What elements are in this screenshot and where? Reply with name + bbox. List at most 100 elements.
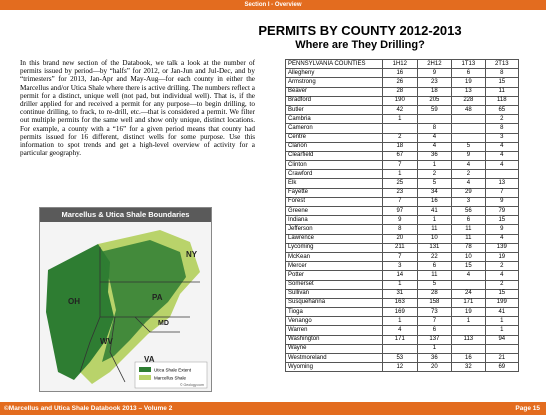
permit-count-cell: 4 [451, 160, 486, 171]
permit-count-cell: 16 [416, 196, 453, 208]
table-row: Bradford 190 205 228 118 [285, 95, 520, 106]
permit-count-cell [451, 123, 486, 134]
permit-count-cell: 158 [416, 297, 453, 309]
permit-count-cell: 94 [484, 334, 520, 345]
table-row: Cameron 8 8 [285, 123, 520, 134]
table-row: McKean 7 22 10 19 [285, 251, 520, 263]
column-header: 1H12 [382, 58, 418, 70]
intro-paragraph: In this brand new section of the Databoo… [20, 59, 255, 158]
permit-count-cell: 23 [416, 77, 453, 88]
permit-count-cell: 14 [382, 270, 418, 281]
table-row: Centre 2 4 3 [285, 132, 520, 143]
table-row: Mercer 3 6 15 2 [285, 261, 520, 272]
permit-count-cell: 78 [451, 242, 486, 253]
table-row: Jefferson 8 11 11 9 [285, 224, 520, 235]
map-credit: © Geology.com [180, 383, 204, 387]
permit-count-cell: 67 [382, 150, 418, 162]
permit-count-cell: 10 [416, 233, 453, 244]
county-name-cell: Sullivan [285, 288, 383, 299]
permit-count-cell: 9 [382, 215, 418, 226]
table-row: Venango 1 7 1 1 [285, 316, 520, 327]
permit-count-cell: 4 [416, 141, 453, 152]
county-name-cell: Allegheny [285, 68, 383, 79]
county-name-cell: Elk [285, 178, 383, 189]
permit-count-cell: 2 [451, 169, 486, 180]
permit-count-cell: 6 [451, 68, 486, 79]
table-row: Somerset 1 5 2 [285, 279, 520, 290]
county-name-cell: Crawford [285, 169, 383, 180]
permit-count-cell: 7 [382, 160, 418, 171]
permit-count-cell: 9 [416, 68, 453, 79]
permit-count-cell [451, 325, 486, 336]
county-name-cell: Warren [285, 325, 383, 336]
permit-count-cell: 59 [416, 104, 453, 116]
legend-label-utica: Utica Shale Extent [154, 368, 192, 373]
permit-count-cell: 32 [451, 362, 486, 373]
county-name-cell: Indiana [285, 215, 383, 226]
county-name-cell: Potter [285, 270, 383, 281]
table-row: Lycoming 211 131 78 139 [285, 242, 520, 253]
permit-count-cell: 139 [484, 242, 520, 253]
county-name-cell: Bradford [285, 95, 383, 106]
county-name-cell: Venango [285, 316, 383, 327]
permit-count-cell: 1 [416, 215, 453, 226]
page-number: Page 15 [515, 405, 540, 412]
county-name-cell: Westmoreland [285, 352, 383, 364]
permit-count-cell: 18 [416, 86, 453, 97]
permit-count-cell: 15 [484, 215, 520, 226]
permit-count-cell: 5 [416, 279, 453, 290]
permit-count-cell: 199 [484, 297, 520, 309]
county-name-cell: Washington [285, 334, 383, 345]
county-name-cell: Centre [285, 132, 383, 143]
permit-count-cell [451, 343, 486, 355]
permit-count-cell: 3 [484, 132, 520, 143]
permit-count-cell: 1 [382, 169, 418, 180]
permit-count-cell: 53 [382, 352, 418, 364]
permit-count-cell: 65 [484, 104, 520, 116]
county-name-cell: Lawrence [285, 233, 383, 244]
permit-count-cell: 5 [416, 178, 453, 189]
permit-count-cell: 13 [484, 178, 520, 189]
permit-count-cell: 42 [382, 104, 418, 116]
section-label: Section I - Overview [244, 2, 302, 8]
column-header: 2H12 [416, 58, 453, 70]
table-row: Washington 171 137 113 94 [285, 334, 520, 345]
permit-count-cell: 4 [484, 270, 520, 281]
county-name-cell: Lycoming [285, 242, 383, 253]
permit-count-cell [416, 114, 453, 125]
permit-count-cell: 1 [382, 316, 418, 327]
county-name-cell: Tioga [285, 307, 383, 318]
table-row: Indiana 9 1 6 15 [285, 215, 520, 226]
permit-count-cell: 211 [382, 242, 418, 253]
permit-count-cell: 6 [416, 325, 453, 336]
county-name-cell: Cambria [285, 114, 383, 125]
legend-label-marcellus: Marcellus Shale [154, 376, 187, 381]
permit-count-cell: 228 [451, 95, 486, 106]
county-name-cell: Cameron [285, 123, 383, 134]
table-row: Tioga 169 73 19 41 [285, 307, 520, 318]
permit-count-cell: 97 [382, 205, 418, 217]
permit-count-cell [451, 132, 486, 143]
permit-count-cell: 4 [484, 150, 520, 162]
permit-count-cell: 12 [382, 362, 418, 373]
permit-count-cell: 20 [416, 362, 453, 373]
permit-count-cell: 2 [382, 132, 418, 143]
county-name-cell: Susquehanna [285, 297, 383, 309]
permit-count-cell: 11 [416, 224, 453, 235]
permit-count-cell: 163 [382, 297, 418, 309]
table-row: Clarion 18 4 5 4 [285, 141, 520, 152]
column-header: PENNSYLVANIA COUNTIES [285, 58, 383, 70]
permit-count-cell: 11 [451, 224, 486, 235]
county-name-cell: Beaver [285, 86, 383, 97]
permit-count-cell: 1 [484, 325, 520, 336]
permit-count-cell: 131 [416, 242, 453, 253]
column-header: 2T13 [484, 58, 520, 70]
county-name-cell: Wyoming [285, 362, 383, 373]
permit-count-cell: 7 [382, 251, 418, 263]
table-row: Clearfield 67 36 9 4 [285, 150, 520, 162]
table-row: Susquehanna 163 158 171 199 [285, 297, 520, 309]
permit-count-cell: 4 [484, 160, 520, 171]
permit-count-cell: 190 [382, 95, 418, 106]
permit-count-cell [484, 169, 520, 180]
permit-count-cell: 4 [382, 325, 418, 336]
